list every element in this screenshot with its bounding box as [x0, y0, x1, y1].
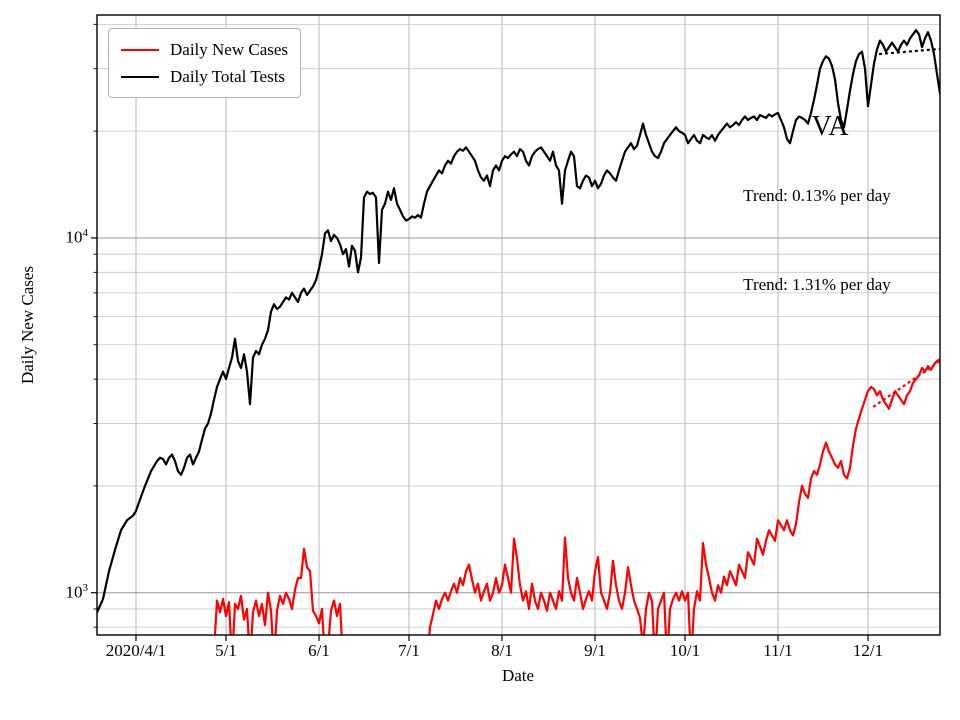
series-daily-new-cases [213, 547, 343, 635]
state-annotation: VA [811, 111, 849, 142]
x-tick-label: 12/1 [852, 641, 884, 660]
x-tick-label: 2020/4/1 [105, 641, 167, 660]
legend-label: Daily New Cases [170, 39, 289, 59]
trend-annotation-tests: Trend: 0.13% per day [743, 186, 891, 205]
x-axis-label: Date [501, 666, 535, 685]
x-tick-label: 10/1 [669, 641, 701, 660]
legend: Daily New Cases Daily Total Tests [108, 28, 302, 98]
x-tick-label: 5/1 [215, 641, 237, 660]
legend-label: Daily Total Tests [170, 66, 286, 86]
x-tick-label: 8/1 [491, 641, 513, 660]
x-tick-label: 6/1 [308, 641, 330, 660]
series-daily-total-tests [97, 29, 940, 614]
trend-annotation-cases: Trend: 1.31% per day [743, 275, 891, 294]
y-tick-label-1e4: 104 [65, 227, 89, 247]
legend-line-sample-red [121, 48, 159, 51]
legend-item-daily-total-tests: Daily Total Tests [121, 63, 288, 90]
legend-line-sample-black [121, 75, 159, 78]
y-tick-label-1e3: 103 [65, 582, 89, 602]
trend-line-tests-trend [878, 47, 940, 56]
plot-frame [96, 14, 941, 636]
y-axis-label: Daily New Cases [18, 265, 37, 385]
x-tick-label: 7/1 [398, 641, 420, 660]
x-tick-label: 11/1 [763, 641, 793, 660]
x-tick-label: 9/1 [584, 641, 606, 660]
series-daily-new-cases [428, 358, 940, 635]
legend-item-daily-new-cases: Daily New Cases [121, 36, 288, 63]
